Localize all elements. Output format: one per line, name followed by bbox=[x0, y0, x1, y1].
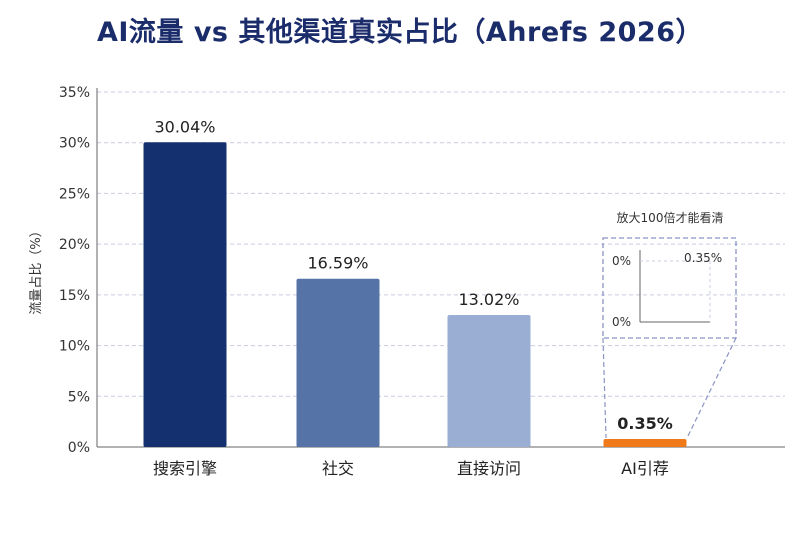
bar bbox=[603, 439, 687, 447]
x-tick-label: AI引荐 bbox=[621, 459, 669, 478]
zoom-inset: 放大100倍才能看清 0% 0% 0.35% bbox=[602, 210, 737, 439]
data-label: 0.35% bbox=[617, 414, 673, 433]
y-tick-label: 10% bbox=[59, 339, 90, 355]
labels: 30.04% 搜索引擎 16.59% 社交 13.02% 直接访问 0.35% AI引荐 bbox=[153, 117, 673, 478]
data-label: 13.02% bbox=[458, 290, 519, 309]
data-label: 16.59% bbox=[307, 254, 368, 273]
x-tick-label: 社交 bbox=[322, 459, 354, 478]
inset-frame bbox=[602, 237, 737, 339]
bar bbox=[447, 314, 531, 447]
y-tick-label: 0% bbox=[68, 440, 90, 456]
inset-tick-label: 0% bbox=[612, 254, 631, 268]
inset-connector bbox=[602, 337, 607, 439]
y-axis: 0% 5% 10% 15% 20% 25% 30% 35% 流量占比（%） bbox=[29, 85, 785, 456]
bar bbox=[143, 142, 227, 447]
y-tick-label: 30% bbox=[59, 136, 90, 152]
inset-value-label: 0.35% bbox=[684, 251, 722, 265]
inset-tick-label: 0% bbox=[612, 315, 631, 329]
x-tick-label: 搜索引擎 bbox=[153, 459, 217, 478]
y-tick-label: 15% bbox=[59, 288, 90, 304]
x-tick-label: 直接访问 bbox=[457, 459, 521, 478]
y-tick-label: 20% bbox=[59, 237, 90, 253]
inset-note: 放大100倍才能看清 bbox=[617, 210, 724, 225]
y-tick-label: 35% bbox=[59, 85, 90, 101]
y-tick-label: 25% bbox=[59, 186, 90, 202]
chart-title: AI流量 vs 其他渠道真实占比（Ahrefs 2026） bbox=[96, 17, 704, 48]
bar bbox=[296, 278, 380, 447]
inset-connector bbox=[686, 337, 737, 439]
bars bbox=[143, 142, 687, 447]
y-tick-label: 5% bbox=[68, 389, 90, 405]
y-axis-title: 流量占比（%） bbox=[29, 224, 44, 314]
data-label: 30.04% bbox=[154, 117, 215, 136]
